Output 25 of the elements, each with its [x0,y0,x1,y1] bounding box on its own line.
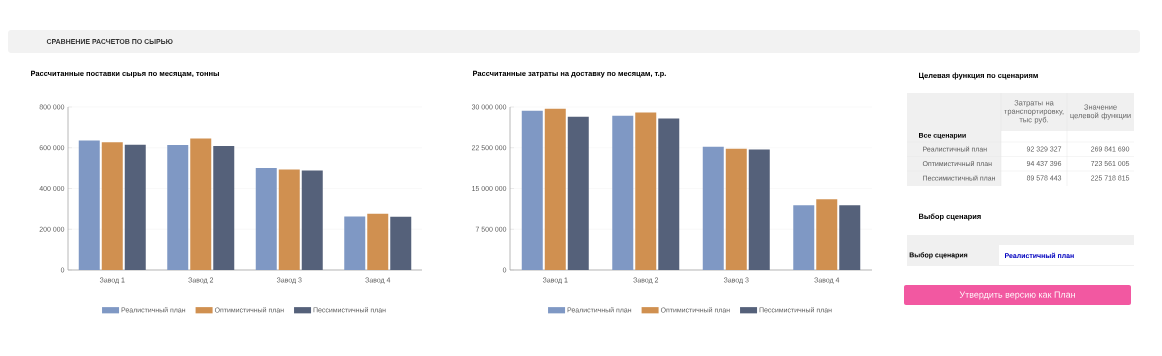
bar [725,148,747,270]
bar [635,112,657,270]
bar [612,115,634,270]
text: Утвердить версию как План [959,291,1075,300]
bar [255,168,277,270]
bar [367,213,389,270]
bar [702,146,724,270]
bar [793,205,815,270]
bar [839,205,861,270]
bar [567,116,589,270]
bar [658,118,680,270]
bar [748,149,770,270]
bar [816,199,838,270]
bar [213,145,235,270]
bar [544,108,566,270]
bar [101,142,123,270]
bar [78,140,100,270]
bar [124,144,146,270]
bar [521,110,543,270]
bar [390,216,412,270]
bar [301,170,323,270]
bar [278,169,300,270]
bar [167,144,189,270]
bar [344,216,366,270]
bar [190,138,212,270]
